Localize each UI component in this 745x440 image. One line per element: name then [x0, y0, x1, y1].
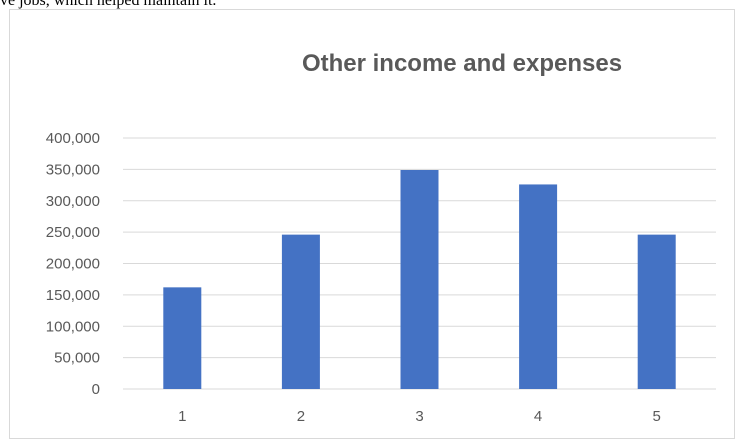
y-tick-label: 0	[92, 381, 100, 398]
bar	[281, 234, 320, 389]
x-tick-label: 5	[653, 408, 661, 425]
chart-frame: Other income and expenses	[9, 9, 735, 439]
document-text-snippet: ve jobs, which helped maintain it.	[0, 0, 217, 9]
y-tick-label: 250,000	[46, 224, 100, 241]
bar	[400, 170, 439, 389]
y-tick-label: 350,000	[46, 161, 100, 178]
y-tick-label: 100,000	[46, 318, 100, 335]
x-tick-label: 3	[415, 408, 423, 425]
y-tick-label: 400,000	[46, 130, 100, 147]
bar	[637, 234, 676, 389]
bar	[519, 184, 558, 389]
y-tick-label: 300,000	[46, 193, 100, 210]
x-tick-label: 1	[178, 408, 186, 425]
chart-title: Other income and expenses	[301, 50, 623, 77]
bar	[163, 287, 202, 389]
y-tick-label: 200,000	[46, 256, 100, 273]
y-tick-label: 50,000	[54, 350, 100, 367]
x-tick-label: 2	[297, 408, 305, 425]
y-tick-label: 150,000	[46, 287, 100, 304]
x-tick-label: 4	[534, 408, 542, 425]
